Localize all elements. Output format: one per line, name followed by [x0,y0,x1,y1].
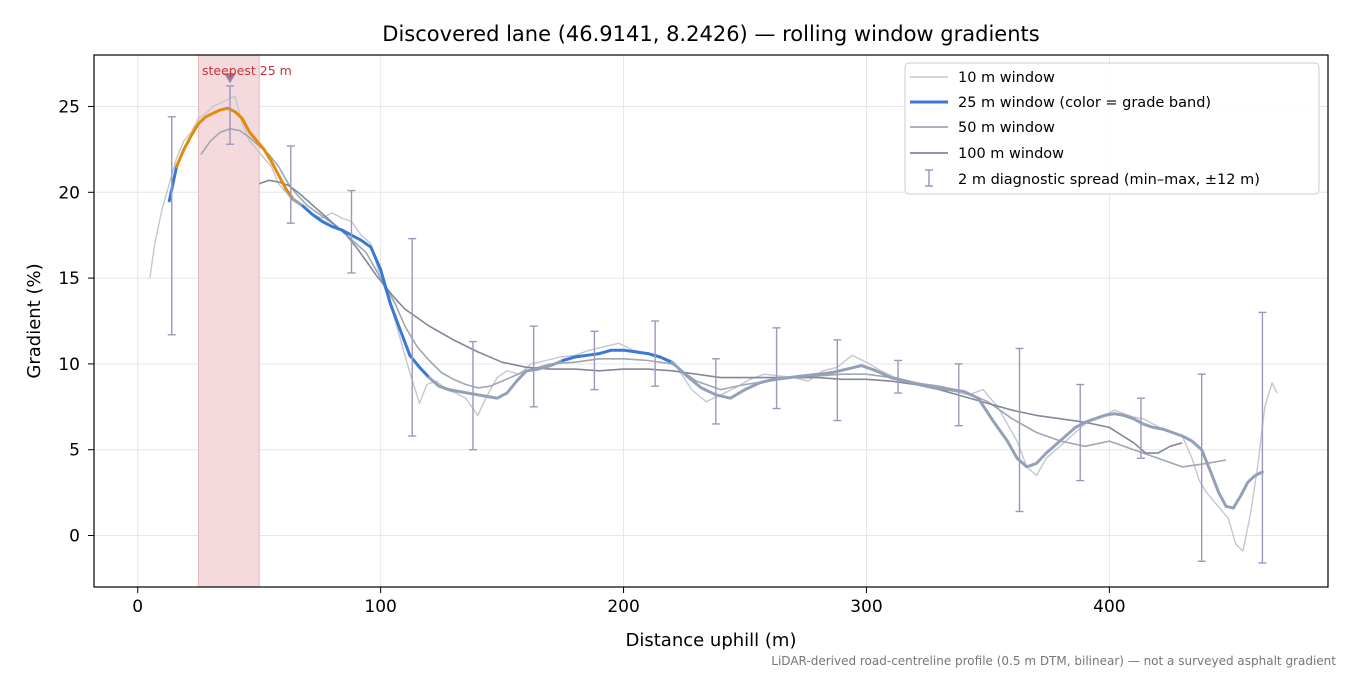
x-tick-label: 400 [1093,597,1125,617]
x-tick-label: 100 [364,597,396,617]
error-bar [286,145,295,224]
legend-label-50m: 50 m window [958,120,1055,136]
error-bar [894,359,903,394]
error-bar [590,330,599,391]
y-tick-label: 15 [58,269,80,289]
error-bar [833,339,842,422]
error-bar [1076,383,1085,482]
series-25m-segment-orange [175,106,295,201]
series-25m-segment-blue [301,204,431,380]
series-50m-line [200,128,1227,468]
footnote: LiDAR-derived road-centreline profile (0… [771,654,1336,668]
x-tick-label: 200 [607,597,639,617]
legend-swatch-errbar [925,169,933,187]
error-bar [711,358,720,425]
error-bar [529,325,538,408]
steepest-label: steepest 25 m [202,63,292,78]
x-axis-label: Distance uphill (m) [626,630,797,651]
chart-title: Discovered lane (46.9141, 8.2426) — roll… [382,22,1039,46]
error-bar [772,327,781,410]
y-tick-label: 10 [58,355,80,375]
legend-label-errbar: 2 m diagnostic spread (min–max, ±12 m) [958,172,1260,188]
series-25m-segment-blue [561,348,674,364]
series-group [149,95,1278,552]
legend-frame [904,62,1320,195]
y-axis-label: Gradient (%) [24,263,45,378]
axis-ticks: 0 100 200 300 400 0 5 10 15 20 25 [58,97,1125,617]
error-bar [954,363,963,427]
legend-label-25m: 25 m window (color = grade band) [958,95,1211,111]
legend-label-100m: 100 m window [958,146,1064,162]
legend-label-10m: 10 m window [958,70,1055,86]
y-tick-label: 5 [69,441,80,461]
legend: 10 m window 25 m window (color = grade b… [904,62,1320,195]
error-bar [651,320,660,387]
error-bar [1197,373,1206,562]
error-bar [347,189,356,274]
y-tick-label: 25 [58,97,80,117]
error-bar [226,85,235,145]
plot-frame [93,54,1329,588]
series-25m-segment-blue [167,165,179,203]
y-tick-label: 20 [58,183,80,203]
x-tick-label: 0 [132,597,143,617]
error-bar [408,237,417,437]
y-tick-label: 0 [69,527,80,547]
error-bar [1015,347,1024,513]
steepest-marker [224,73,237,84]
x-tick-label: 300 [850,597,882,617]
error-bars [167,73,1267,564]
error-bar [167,116,176,336]
error-bar [468,340,477,451]
series-25m-segment-grey [291,197,305,208]
series-25m-segment-grey [670,360,1264,510]
error-bar [1136,397,1145,459]
error-bar [1258,311,1267,564]
series-25m-segment-grey [427,359,565,400]
